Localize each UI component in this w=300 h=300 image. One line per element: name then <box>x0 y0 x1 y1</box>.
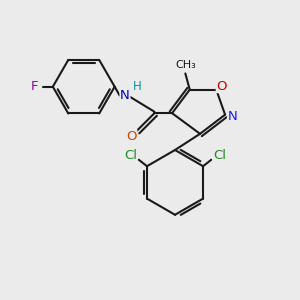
Text: N: N <box>228 110 237 123</box>
Text: Cl: Cl <box>124 148 137 161</box>
Text: O: O <box>216 80 227 93</box>
Text: CH₃: CH₃ <box>175 60 196 70</box>
Text: F: F <box>31 80 38 93</box>
Text: Cl: Cl <box>213 148 226 161</box>
Text: N: N <box>120 89 130 102</box>
Text: H: H <box>133 80 142 93</box>
Text: O: O <box>126 130 137 143</box>
